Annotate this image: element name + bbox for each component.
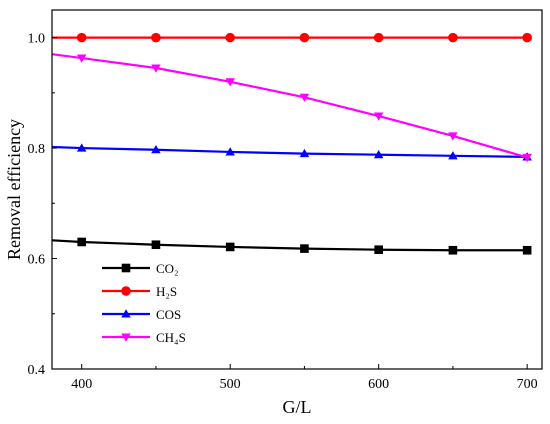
data-point — [373, 149, 384, 159]
series-group — [52, 32, 532, 43]
legend-item: CO₂ — [102, 261, 179, 276]
y-tick-label: 0.8 — [28, 142, 46, 157]
legend: CO₂ H₂S COS CH₄S — [102, 261, 186, 345]
data-point — [300, 244, 309, 253]
data-point — [373, 32, 384, 43]
data-point — [522, 32, 532, 43]
data-point — [225, 32, 235, 43]
legend-item: COS — [102, 307, 181, 322]
legend-marker — [121, 286, 131, 296]
data-point — [151, 32, 161, 43]
legend-label: CH₄S — [156, 330, 186, 345]
data-point — [448, 132, 458, 141]
data-point — [151, 64, 161, 73]
data-point — [76, 32, 87, 43]
data-point — [448, 245, 458, 255]
plot-area — [51, 32, 532, 255]
series-group — [51, 53, 532, 163]
series-line — [51, 239, 528, 252]
legend-label: CO₂ — [156, 261, 179, 276]
legend-label: H₂S — [156, 284, 177, 299]
data-point — [151, 240, 161, 250]
data-point — [151, 145, 161, 154]
legend-item: H₂S — [102, 284, 177, 299]
data-point — [448, 151, 458, 160]
data-point — [225, 242, 235, 252]
x-tick-label: 600 — [368, 377, 389, 392]
y-tick-label: 0.4 — [28, 363, 46, 378]
data-point — [299, 148, 310, 158]
data-point — [299, 32, 310, 43]
series-group — [51, 143, 532, 161]
data-point — [522, 153, 532, 163]
data-point — [225, 78, 235, 87]
data-point — [299, 93, 310, 102]
axis-ticks: 400 500 600 700 0.4 0.6 0.8 1.0 — [28, 32, 538, 392]
legend-label: COS — [156, 307, 181, 322]
data-point — [374, 245, 383, 255]
data-point — [76, 143, 87, 152]
x-tick-label: 500 — [220, 377, 241, 392]
data-point — [76, 54, 87, 63]
series-group — [51, 237, 532, 255]
legend-marker — [121, 333, 131, 342]
data-point — [77, 237, 86, 247]
data-point — [225, 147, 235, 156]
y-tick-label: 0.6 — [28, 253, 46, 268]
plot-frame — [51, 9, 543, 370]
data-point — [522, 245, 532, 255]
legend-item: CH₄S — [102, 330, 186, 345]
x-tick-label: 400 — [71, 377, 92, 392]
series-line — [51, 53, 528, 159]
data-point — [448, 32, 458, 43]
y-tick-label: 1.0 — [28, 32, 46, 47]
x-tick-label: 700 — [517, 377, 538, 392]
data-point — [373, 112, 384, 121]
legend-marker — [121, 263, 131, 273]
legend-marker — [121, 309, 131, 318]
x-axis-label: G/L — [283, 397, 312, 417]
series-line — [51, 145, 528, 159]
y-axis-label: Removal efficiency — [4, 119, 24, 260]
